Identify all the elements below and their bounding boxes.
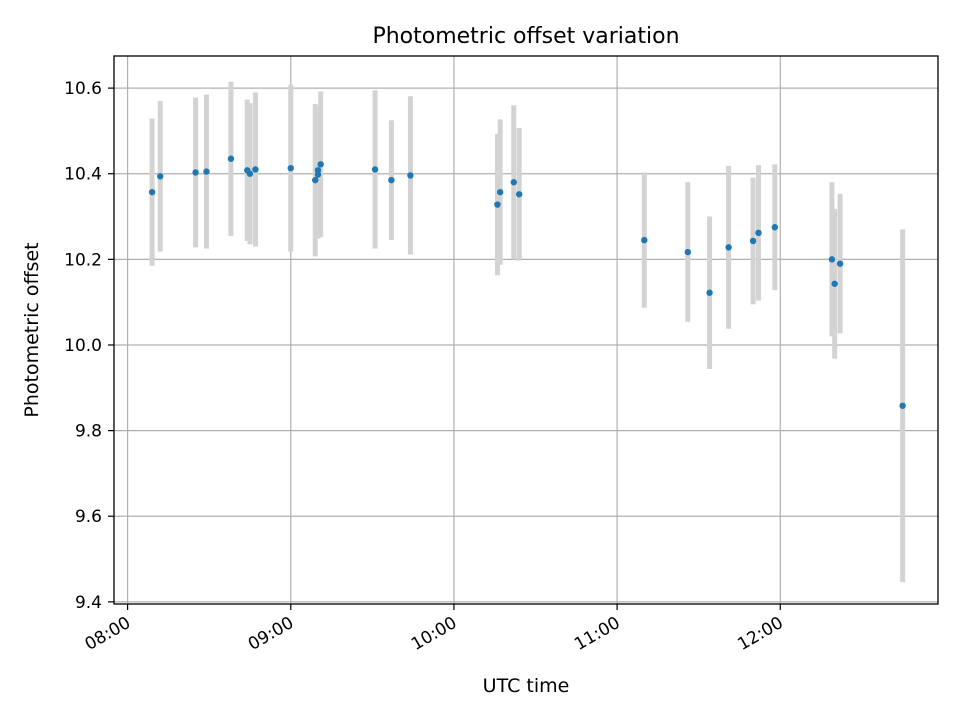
data-point: [510, 179, 517, 186]
data-point: [749, 237, 757, 245]
grid-lines: [114, 56, 938, 604]
y-tick-label: 9.8: [75, 422, 102, 442]
data-point: [706, 289, 713, 296]
y-tick-label: 10.4: [64, 165, 102, 185]
data-point: [157, 173, 164, 180]
data-point: [407, 172, 414, 179]
data-point: [227, 155, 235, 162]
x-tick-label: 11:00: [571, 613, 623, 655]
data-point: [725, 244, 732, 251]
data-point: [494, 201, 501, 208]
data-point: [899, 402, 906, 409]
data-point: [203, 168, 210, 175]
data-point: [148, 188, 156, 196]
data-point: [684, 248, 692, 256]
data-point: [771, 224, 779, 231]
data-point: [371, 166, 379, 173]
data-point: [192, 169, 199, 176]
x-axis-label: UTC time: [483, 675, 570, 697]
data-point: [496, 188, 504, 196]
y-axis-ticks: 9.4 9.6 9.8 10.0 10.2 10.4 10.6: [64, 79, 114, 613]
x-tick-label: 10:00: [408, 613, 460, 655]
chart-title: Photometric offset variation: [372, 24, 679, 49]
x-tick-label: 09:00: [245, 613, 297, 655]
data-point: [287, 164, 294, 172]
data-point: [641, 236, 648, 244]
y-tick-label: 9.4: [75, 593, 102, 613]
plot-frame: [113, 55, 939, 605]
y-tick-label: 9.6: [75, 507, 102, 527]
y-tick-label: 10.2: [64, 250, 102, 270]
data-point: [317, 161, 324, 168]
data-point: [388, 176, 395, 184]
data-point: [831, 280, 838, 287]
y-tick-label: 10.6: [64, 79, 102, 99]
data-point: [755, 229, 762, 237]
error-bars: [149, 81, 906, 583]
data-point: [516, 191, 523, 198]
data-points: [148, 155, 906, 409]
data-point: [312, 176, 319, 184]
data-point: [836, 260, 844, 267]
data-point: [314, 167, 322, 174]
x-axis-ticks: 08:00 09:00 10:00 11:00 12:00: [82, 604, 787, 655]
x-tick-label: 08:00: [82, 613, 134, 655]
data-point: [246, 170, 254, 177]
y-tick-label: 10.0: [64, 336, 102, 356]
data-point: [828, 256, 836, 263]
x-tick-label: 12:00: [734, 613, 786, 655]
y-axis-label: Photometric offset: [21, 242, 43, 417]
data-point: [252, 166, 259, 173]
